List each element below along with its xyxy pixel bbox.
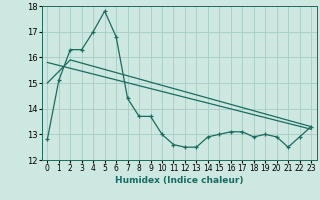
X-axis label: Humidex (Indice chaleur): Humidex (Indice chaleur) [115, 176, 244, 185]
